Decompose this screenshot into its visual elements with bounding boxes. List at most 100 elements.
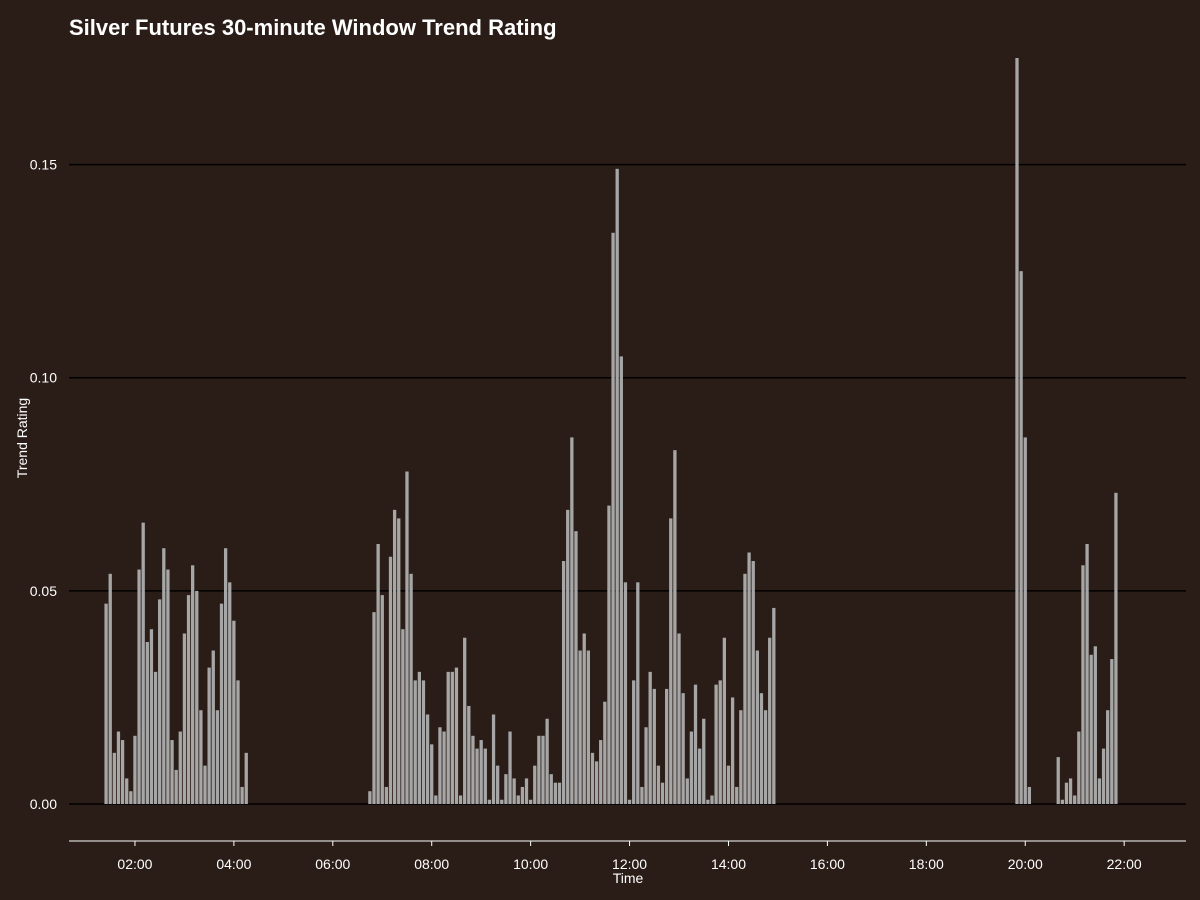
bar	[644, 727, 648, 804]
bar	[755, 650, 759, 804]
bar	[586, 650, 590, 804]
bar	[582, 633, 586, 804]
bar	[458, 795, 463, 804]
bar	[1097, 778, 1102, 804]
x-tick-label: 22:00	[1107, 856, 1142, 872]
bar	[599, 740, 603, 804]
bar	[240, 786, 244, 804]
bar	[129, 791, 133, 804]
bar	[652, 688, 656, 804]
bar	[438, 727, 442, 804]
bar	[623, 582, 628, 804]
bar	[685, 778, 689, 804]
bar	[722, 637, 727, 804]
bar	[153, 671, 158, 804]
bar-series	[104, 58, 1118, 805]
bar	[739, 710, 743, 804]
bar	[199, 710, 203, 804]
bar	[108, 573, 112, 804]
bar	[640, 786, 644, 804]
bar	[524, 778, 529, 804]
bar	[689, 731, 694, 804]
bar	[475, 748, 479, 804]
bar	[557, 782, 562, 804]
bar	[384, 786, 389, 804]
y-tick-label: 0.15	[30, 157, 57, 173]
bar	[203, 765, 207, 804]
bar	[1110, 659, 1114, 804]
bar	[561, 561, 566, 804]
bar	[149, 629, 154, 804]
bar	[660, 782, 665, 804]
bar	[104, 603, 108, 804]
bar	[467, 705, 471, 804]
bar	[145, 642, 149, 804]
bar	[1089, 654, 1093, 804]
bar	[425, 714, 430, 804]
bar	[669, 518, 673, 804]
bar	[594, 761, 599, 804]
bar	[681, 693, 685, 804]
y-axis-title: Trend Rating	[14, 398, 30, 478]
bar	[1106, 710, 1110, 804]
bar	[368, 791, 372, 804]
bar	[405, 471, 409, 804]
bar	[223, 548, 228, 804]
bar	[417, 671, 421, 804]
bar	[219, 603, 224, 804]
bar	[463, 637, 467, 804]
bar	[112, 752, 116, 804]
bar	[648, 671, 652, 804]
bar	[1085, 543, 1089, 804]
bar	[590, 752, 595, 804]
bar	[442, 731, 446, 804]
bar	[211, 650, 215, 804]
bar	[537, 735, 541, 804]
bar	[726, 765, 731, 804]
bar	[397, 518, 401, 804]
bar	[483, 748, 487, 804]
chart-title: Silver Futures 30-minute Window Trend Ra…	[69, 15, 557, 40]
bar	[182, 633, 187, 804]
bar	[541, 735, 545, 804]
bar	[137, 569, 141, 804]
bar	[693, 684, 698, 804]
bar	[533, 765, 537, 804]
bar	[125, 778, 129, 804]
x-axis-title: Time	[613, 870, 644, 886]
bar	[508, 731, 512, 804]
bar	[413, 680, 417, 804]
x-tick-label: 20:00	[1008, 856, 1043, 872]
bar	[710, 795, 714, 804]
x-tick-label: 04:00	[216, 856, 251, 872]
y-tick-label: 0.05	[30, 583, 57, 599]
bar	[632, 680, 636, 804]
bar	[380, 595, 384, 804]
bar	[487, 799, 492, 804]
bar	[421, 680, 426, 804]
bar	[409, 573, 413, 804]
bar	[751, 561, 755, 804]
bar	[1073, 795, 1077, 804]
bar	[141, 522, 145, 804]
bar	[1077, 731, 1081, 804]
bar	[677, 633, 681, 804]
bar	[768, 637, 772, 804]
bar	[772, 607, 776, 804]
bar	[500, 799, 504, 804]
bar	[1015, 58, 1019, 804]
y-tick-label: 0.00	[30, 796, 57, 812]
bar	[702, 718, 706, 804]
bar	[174, 769, 178, 804]
bar	[1056, 757, 1060, 804]
bar	[619, 356, 623, 804]
bar	[454, 667, 459, 804]
bar	[388, 556, 393, 804]
bar	[607, 505, 611, 804]
bar	[376, 543, 380, 804]
bar	[627, 799, 632, 804]
bar	[450, 671, 454, 804]
bar	[496, 765, 500, 804]
bar	[718, 680, 722, 804]
